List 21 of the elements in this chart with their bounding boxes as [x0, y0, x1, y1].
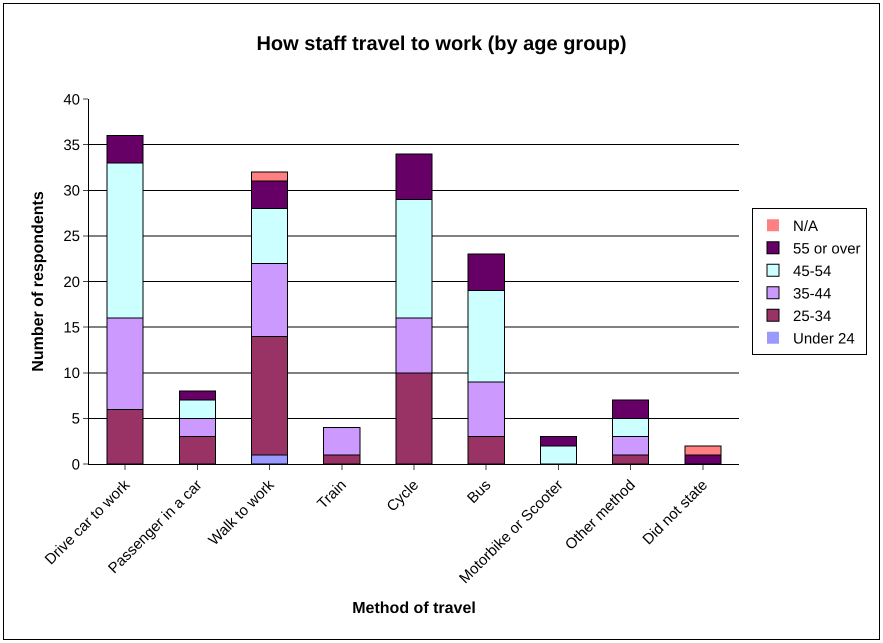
y-tick-label: 40 — [63, 91, 80, 108]
y-axis-title: Number of respondents — [30, 191, 48, 372]
x-tick-label: Bus — [464, 476, 494, 507]
chart-title: How staff travel to work (by age group) — [256, 32, 627, 55]
legend-label: Under 24 — [793, 330, 855, 348]
x-axis-title: Method of travel — [352, 600, 476, 617]
y-tick-label: 0 — [72, 456, 80, 474]
legend-label: 55 or over — [793, 240, 861, 258]
legend-label: N/A — [793, 218, 818, 236]
x-tick-label: Did not state — [639, 476, 712, 548]
y-tick-label: 20 — [63, 274, 80, 291]
y-tick-label: 30 — [63, 182, 80, 200]
legend-label: 25-34 — [793, 308, 832, 326]
y-tick-label: 15 — [63, 319, 80, 336]
y-tick-label: 25 — [63, 228, 80, 246]
legend-label: 35-44 — [793, 286, 832, 303]
y-tick-label: 10 — [63, 365, 80, 382]
y-tick-label: 35 — [63, 136, 80, 154]
x-tick-label: Train — [314, 476, 350, 512]
legend-label: 45-54 — [793, 263, 832, 280]
y-tick-label: 5 — [72, 410, 80, 428]
